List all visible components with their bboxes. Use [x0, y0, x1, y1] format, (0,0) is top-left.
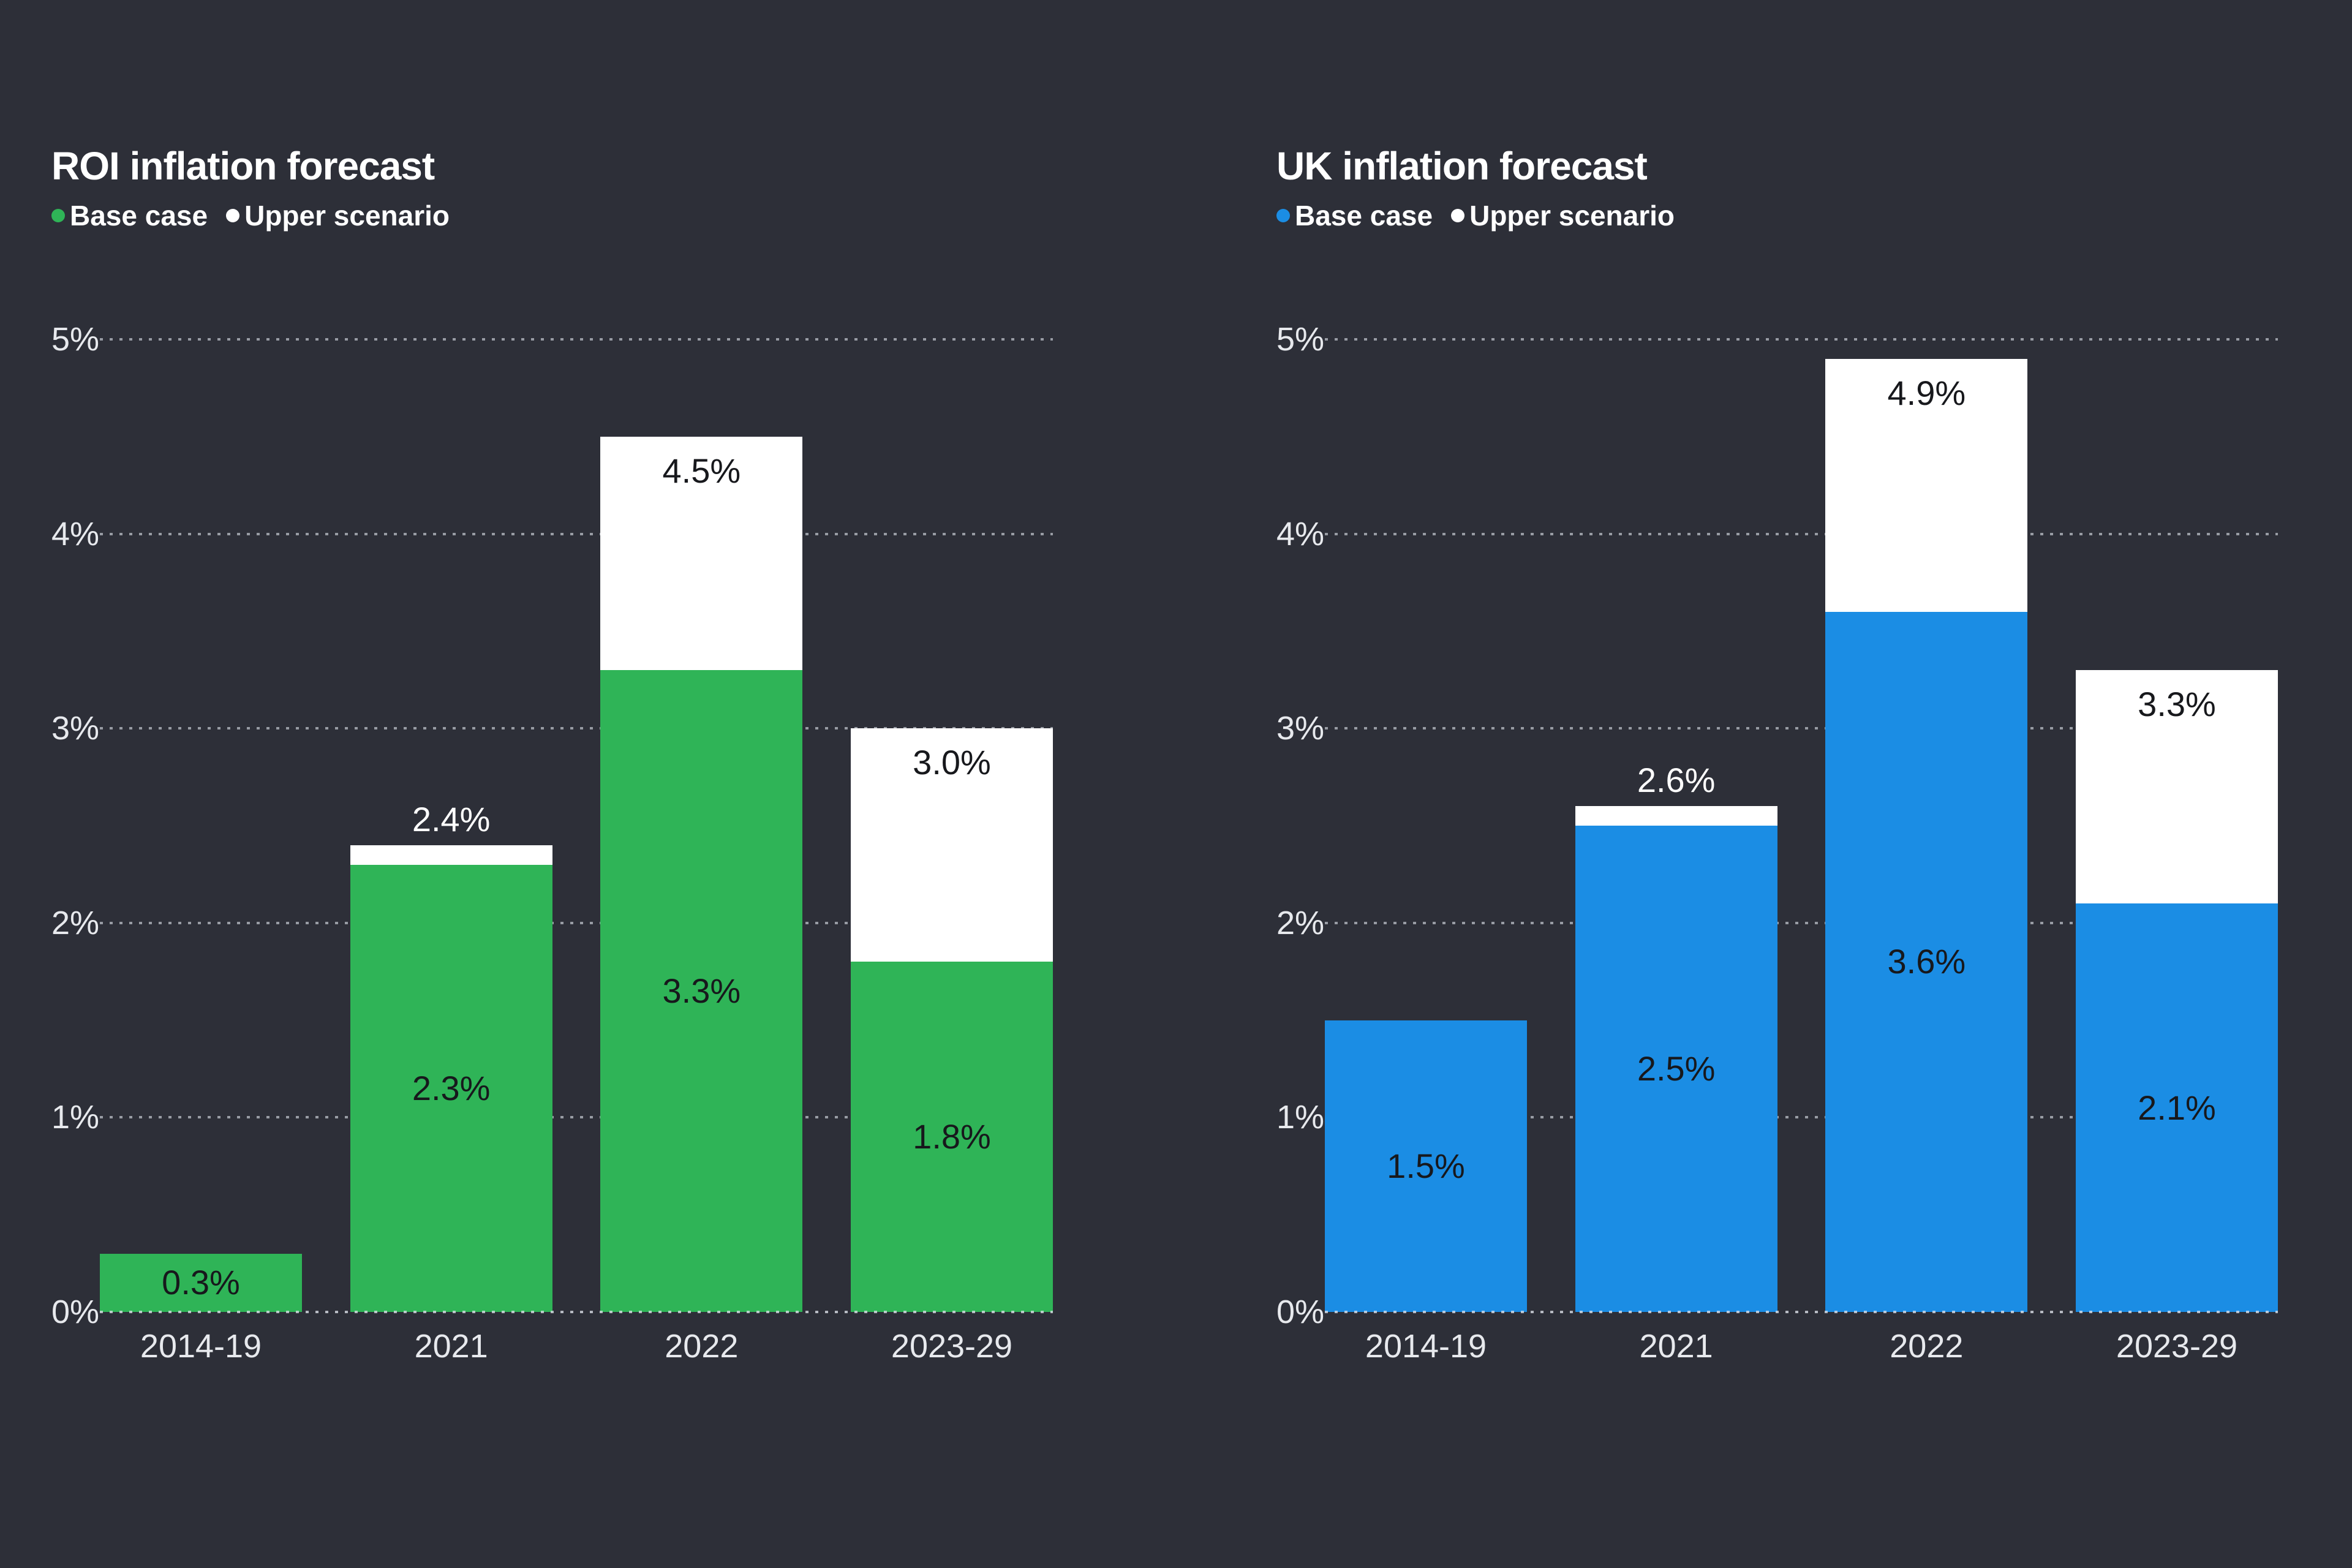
- legend-label-base-case: Base case: [1295, 200, 1433, 232]
- y-tick-label-5%: 5%: [51, 321, 100, 358]
- bar-value-label-base-2014-19: 1.5%: [1387, 1146, 1465, 1185]
- bar-segment-base-2023-29: [851, 962, 1053, 1312]
- bar-value-label-base-2021: 2.3%: [412, 1068, 491, 1107]
- bar-segment-base-2014-19: [100, 1253, 302, 1312]
- legend-item-upper-scenario: Upper scenario: [1451, 199, 1675, 232]
- x-tick-label-2023-29: 2023-29: [891, 1328, 1013, 1365]
- legend-item-base-case: Base case: [51, 199, 208, 232]
- gridline-1%: [100, 1116, 1053, 1119]
- legend: Base case Upper scenario: [51, 198, 450, 233]
- legend: Base case Upper scenario: [1276, 198, 1675, 233]
- x-tick-label-2022: 2022: [665, 1328, 739, 1365]
- legend-dot-base-icon: [51, 209, 65, 222]
- x-tick-label-2022: 2022: [1890, 1328, 1964, 1365]
- gridline-5%: [100, 338, 1053, 341]
- gridline-2%: [100, 921, 1053, 924]
- plot-area: 0% 1% 2% 3% 4% 5% 0.3% 2014-19 2.3% 2.4% 2021 3.3% 4…: [51, 321, 1053, 1365]
- bar-segment-base-2022: [1825, 611, 2028, 1312]
- bar-segment-upper-2023-29: [2076, 669, 2278, 904]
- y-tick-label-3%: 3%: [51, 710, 100, 747]
- x-tick-label-2021: 2021: [1639, 1328, 1713, 1365]
- x-tick-label-2014-19: 2014-19: [140, 1328, 262, 1365]
- legend-dot-upper-icon: [226, 209, 240, 222]
- chart-roi-inflation: ROI inflation forecast Base case Upper s…: [51, 144, 1053, 1365]
- gridline-3%: [1325, 727, 2278, 730]
- y-tick-label-2%: 2%: [1276, 904, 1325, 941]
- legend-label-upper-scenario: Upper scenario: [244, 200, 450, 232]
- bar-value-label-base-2023-29: 2.1%: [2138, 1088, 2216, 1127]
- y-tick-label-3%: 3%: [1276, 710, 1325, 747]
- y-tick-label-5%: 5%: [1276, 321, 1325, 358]
- bar-segment-upper-2023-29: [851, 728, 1053, 962]
- chart-uk-inflation: UK inflation forecast Base case Upper sc…: [1225, 0, 2352, 1568]
- bar-value-label-upper-2021: 2.4%: [412, 799, 491, 839]
- bar-segment-upper-2022: [600, 436, 803, 670]
- bar-segment-base-2021: [350, 864, 552, 1312]
- chart-title: ROI inflation forecast: [51, 144, 435, 188]
- bar-value-label-upper-2022: 4.9%: [1887, 373, 1966, 412]
- gridline-5%: [1325, 338, 2278, 341]
- gridline-1%: [1325, 1116, 2278, 1119]
- bar-segment-base-2023-29: [2076, 903, 2278, 1312]
- bar-value-label-upper-2021: 2.6%: [1637, 761, 1716, 800]
- bar-segment-upper-2021: [1575, 806, 1777, 826]
- gridline-0%: [100, 1311, 1053, 1313]
- y-tick-label-1%: 1%: [1276, 1099, 1325, 1136]
- gridline-4%: [100, 532, 1053, 535]
- y-tick-label-4%: 4%: [51, 515, 100, 552]
- bar-segment-base-2021: [1575, 826, 1777, 1312]
- bar-value-label-base-2022: 3.3%: [662, 971, 741, 1010]
- bar-segment-base-2022: [600, 669, 803, 1312]
- bar-segment-base-2014-19: [1325, 1020, 1527, 1312]
- x-tick-label-2014-19: 2014-19: [1365, 1328, 1487, 1365]
- x-tick-label-2021: 2021: [414, 1328, 488, 1365]
- legend-label-base-case: Base case: [70, 200, 208, 232]
- chart-title: UK inflation forecast: [1276, 144, 1648, 188]
- y-tick-label-4%: 4%: [1276, 515, 1325, 552]
- bar-value-label-base-2014-19: 0.3%: [162, 1263, 240, 1302]
- y-tick-label-0%: 0%: [1276, 1294, 1325, 1330]
- gridline-3%: [100, 727, 1053, 730]
- bar-value-label-upper-2023-29: 3.3%: [2138, 684, 2216, 723]
- plot-area: 0% 1% 2% 3% 4% 5% 1.5% 2014-19 2.5% 2.6% 2021 3.6% 4…: [1276, 321, 2278, 1365]
- x-tick-label-2023-29: 2023-29: [2116, 1328, 2238, 1365]
- y-tick-label-0%: 0%: [51, 1294, 100, 1330]
- bar-value-label-base-2023-29: 1.8%: [913, 1117, 991, 1156]
- bar-value-label-upper-2022: 4.5%: [662, 451, 741, 490]
- legend-item-upper-scenario: Upper scenario: [226, 199, 450, 232]
- gridline-2%: [1325, 921, 2278, 924]
- bar-segment-upper-2022: [1825, 358, 2028, 612]
- bar-value-label-base-2022: 3.6%: [1887, 942, 1966, 981]
- bar-value-label-upper-2023-29: 3.0%: [913, 743, 991, 782]
- y-tick-label-1%: 1%: [51, 1099, 100, 1136]
- legend-item-base-case: Base case: [1276, 199, 1433, 232]
- y-tick-label-2%: 2%: [51, 904, 100, 941]
- bar-value-label-base-2021: 2.5%: [1637, 1049, 1716, 1088]
- legend-dot-base-icon: [1276, 209, 1290, 222]
- legend-dot-upper-icon: [1451, 209, 1465, 222]
- bar-segment-upper-2021: [350, 845, 552, 865]
- gridline-0%: [1325, 1311, 2278, 1313]
- legend-label-upper-scenario: Upper scenario: [1469, 200, 1675, 232]
- gridline-4%: [1325, 532, 2278, 535]
